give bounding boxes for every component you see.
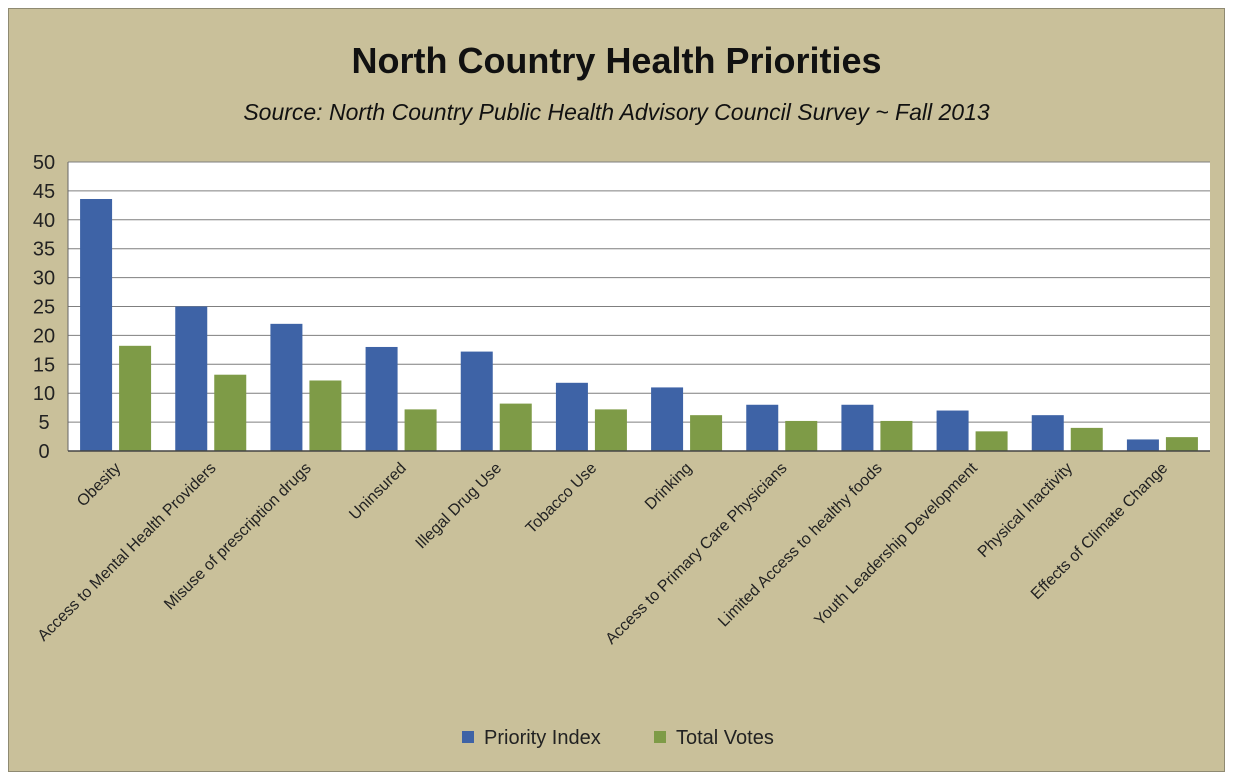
y-tick-label: 35 <box>33 239 55 261</box>
bar-total-votes <box>1070 427 1103 451</box>
x-tick-label: Drinking <box>642 460 696 514</box>
bar-priority-index <box>460 351 493 451</box>
y-tick-label: 40 <box>33 210 55 232</box>
bar-total-votes <box>309 380 342 451</box>
y-tick-label: 50 <box>33 152 55 174</box>
bar-priority-index <box>1031 415 1064 451</box>
y-tick-label: 20 <box>33 325 55 347</box>
bar-total-votes <box>785 420 818 451</box>
chart-subtitle: Source: North Country Public Health Advi… <box>243 99 990 125</box>
bar-priority-index <box>555 382 588 451</box>
gridlines <box>68 161 1210 452</box>
y-tick-label: 5 <box>38 412 49 434</box>
x-tick-label: Obesity <box>74 460 124 510</box>
bar-priority-index <box>80 198 113 451</box>
x-tick-label: Illegal Drug Use <box>413 460 506 553</box>
legend-label: Priority Index <box>484 727 601 749</box>
x-tick-label: Youth Leadership Development <box>811 459 981 629</box>
y-tick-label: 45 <box>33 181 55 203</box>
bar-total-votes <box>880 420 913 451</box>
y-tick-label: 0 <box>38 441 49 463</box>
bar-priority-index <box>1126 439 1159 451</box>
y-tick-label: 25 <box>33 297 55 319</box>
chart-title: North Country Health Priorities <box>351 40 882 81</box>
bar-priority-index <box>175 306 208 451</box>
legend-swatch <box>462 731 474 743</box>
x-tick-label: Access to Primary Care Physicians <box>603 460 791 648</box>
bar-priority-index <box>746 404 779 451</box>
bar-total-votes <box>214 374 247 451</box>
bar-priority-index <box>365 346 398 451</box>
bar-priority-index <box>936 410 969 451</box>
bar-total-votes <box>499 403 532 451</box>
legend-swatch <box>654 731 666 743</box>
x-tick-label: Tobacco Use <box>523 460 600 537</box>
y-tick-label: 10 <box>33 383 55 405</box>
x-tick-label: Uninsured <box>346 460 410 524</box>
bar-total-votes <box>690 415 723 451</box>
bar-priority-index <box>841 404 874 451</box>
bar-total-votes <box>594 409 627 451</box>
y-tick-label: 15 <box>33 354 55 376</box>
x-tick-label: Physical Inactivity <box>975 460 1076 561</box>
bar-total-votes <box>1165 437 1198 451</box>
x-tick-label: Access to Mental Health Providers <box>35 460 220 645</box>
legend: Priority Index Total Votes <box>462 727 774 749</box>
bar-total-votes <box>404 409 437 451</box>
bar-total-votes <box>119 345 152 451</box>
bar-priority-index <box>651 387 684 451</box>
legend-label: Total Votes <box>676 727 774 749</box>
bars <box>80 198 1198 451</box>
bar-priority-index <box>270 323 303 451</box>
y-tick-label: 30 <box>33 268 55 290</box>
bar-total-votes <box>975 431 1008 451</box>
x-tick-label: Limited Access to healthy foods <box>715 460 886 631</box>
